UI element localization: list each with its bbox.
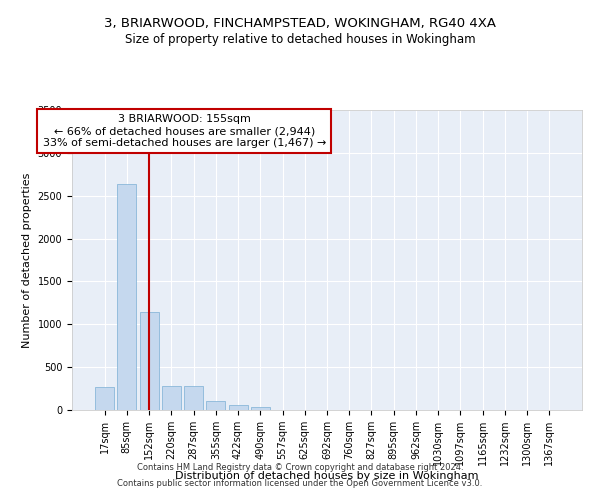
Bar (95, 387, 114, 410)
Bar (184, 386, 203, 410)
Bar (229, 405, 248, 410)
Text: 3 BRIARWOOD: 155sqm
← 66% of detached houses are smaller (2,944)
33% of semi-det: 3 BRIARWOOD: 155sqm ← 66% of detached ho… (43, 114, 326, 148)
Bar (162, 386, 181, 410)
X-axis label: Distribution of detached houses by size in Wokingham: Distribution of detached houses by size … (175, 471, 479, 481)
Text: 3, BRIARWOOD, FINCHAMPSTEAD, WOKINGHAM, RG40 4XA: 3, BRIARWOOD, FINCHAMPSTEAD, WOKINGHAM, … (104, 18, 496, 30)
Text: Contains HM Land Registry data © Crown copyright and database right 2024.: Contains HM Land Registry data © Crown c… (137, 464, 463, 472)
Bar (206, 402, 225, 410)
Text: Contains public sector information licensed under the Open Government Licence v3: Contains public sector information licen… (118, 478, 482, 488)
Bar (140, 312, 158, 410)
Text: Size of property relative to detached houses in Wokingham: Size of property relative to detached ho… (125, 32, 475, 46)
Bar (251, 406, 270, 410)
Y-axis label: Number of detached properties: Number of detached properties (22, 172, 32, 348)
Bar (118, 184, 136, 410)
